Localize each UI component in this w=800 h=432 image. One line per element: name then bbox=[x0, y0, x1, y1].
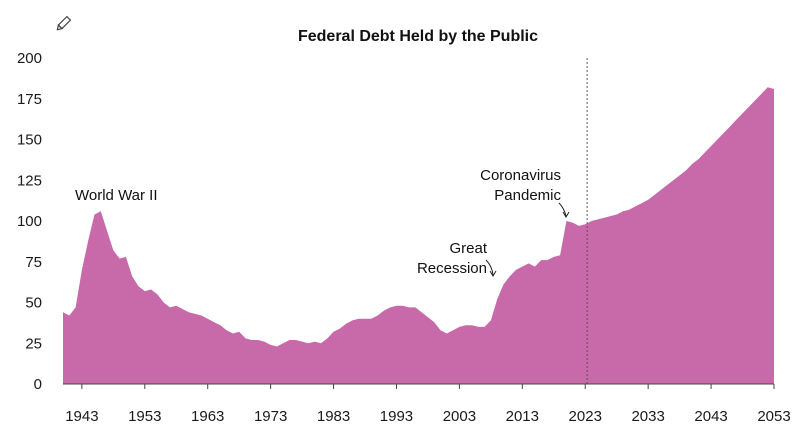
annotation-pandemic-line2: Pandemic bbox=[494, 187, 561, 204]
pandemic-arrowhead bbox=[562, 211, 570, 218]
x-axis: 1943 1953 1963 1973 1983 1993 2003 2013 2023 2033… bbox=[65, 384, 791, 425]
annotation-pandemic-line1: Coronavirus bbox=[480, 167, 561, 184]
annotation-world-war-ii: World War II bbox=[75, 187, 158, 204]
y-tick-label: 50 bbox=[25, 295, 42, 312]
x-tick-label: 1953 bbox=[128, 408, 161, 425]
annotation-great-recession-line2: Recession bbox=[417, 260, 487, 277]
pencil-icon[interactable] bbox=[56, 15, 72, 32]
y-tick-label: 125 bbox=[17, 172, 42, 189]
y-tick-label: 200 bbox=[17, 50, 42, 67]
x-tick-label: 2003 bbox=[443, 408, 476, 425]
x-tick-label: 1963 bbox=[191, 408, 224, 425]
y-tick-label: 175 bbox=[17, 91, 42, 108]
x-tick-label: 1943 bbox=[65, 408, 98, 425]
y-tick-label: 75 bbox=[25, 254, 42, 271]
y-tick-label: 100 bbox=[17, 213, 42, 230]
x-tick-label: 2013 bbox=[506, 408, 539, 425]
x-tick-label: 1993 bbox=[380, 408, 413, 425]
x-tick-label: 2023 bbox=[569, 408, 602, 425]
x-tick-label: 1983 bbox=[317, 408, 350, 425]
debt-area bbox=[63, 87, 774, 385]
y-tick-label: 0 bbox=[34, 376, 42, 393]
x-tick-label: 1973 bbox=[254, 408, 287, 425]
great-recession-arrow bbox=[485, 259, 494, 276]
pandemic-arrow bbox=[558, 202, 567, 217]
y-tick-label: 150 bbox=[17, 132, 42, 149]
x-tick-label: 2033 bbox=[631, 408, 664, 425]
great-recession-arrowhead bbox=[489, 270, 497, 277]
chart-title: Federal Debt Held by the Public bbox=[298, 28, 538, 45]
x-tick-label: 2053 bbox=[757, 408, 790, 425]
annotation-great-recession-line1: Great bbox=[449, 240, 487, 257]
y-tick-label: 25 bbox=[25, 335, 42, 352]
x-tick-label: 2043 bbox=[694, 408, 727, 425]
y-axis: 0 25 50 75 100 125 150 175 200 bbox=[17, 50, 42, 393]
